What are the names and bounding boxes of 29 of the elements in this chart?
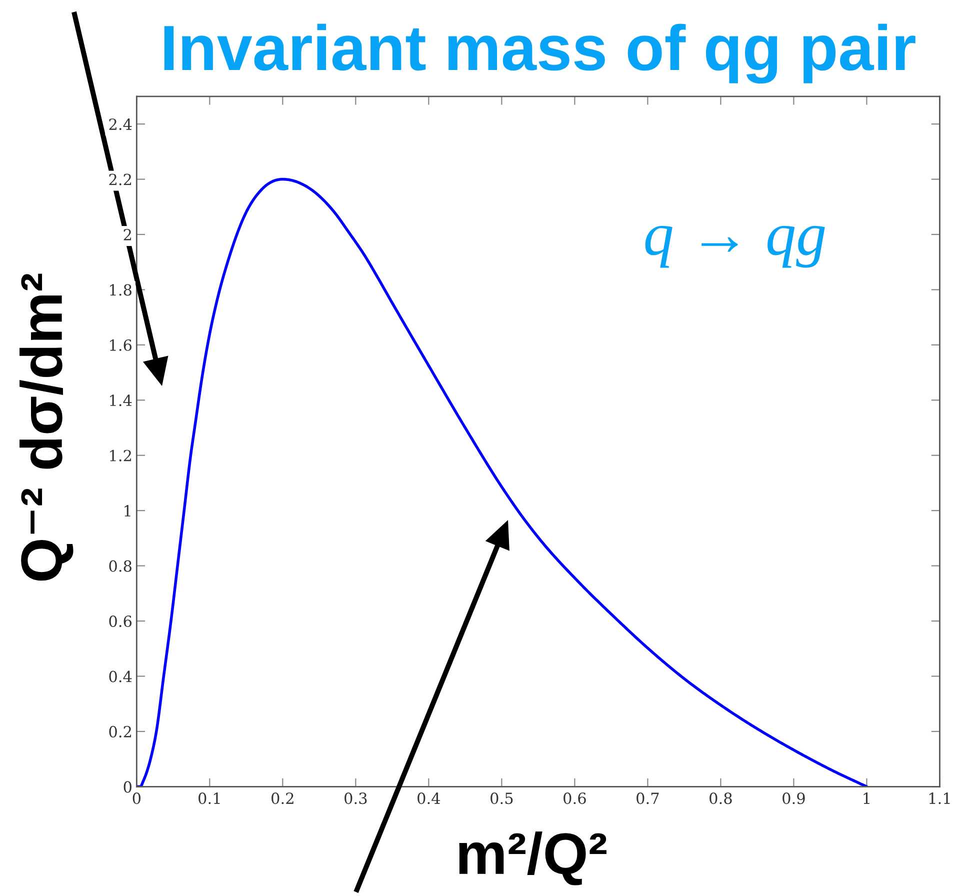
x-tick-label: 0.6 (564, 792, 586, 804)
y-tick-label: 0 (124, 781, 132, 793)
x-tick-label: 0.9 (782, 792, 805, 804)
y-tick-label: 0.6 (109, 615, 132, 628)
x-tick-label: 0.8 (710, 792, 732, 804)
annotation: q → qg (645, 226, 825, 268)
x-tick-label: 0.3 (344, 792, 367, 804)
y-tick-label: 1.6 (110, 339, 132, 351)
y-tick-label: 0.2 (109, 726, 131, 738)
y-tick-label: 1.2 (110, 450, 131, 462)
x-tick-label: 0.4 (418, 792, 440, 804)
y-tick-label: 1 (124, 505, 130, 516)
x-axis-title: m²/Q² (459, 832, 606, 886)
x-tick-label: 0.7 (636, 792, 659, 804)
chart-title: Invariant mass of qg pair (164, 24, 916, 84)
x-tick-label: 0 (132, 792, 141, 804)
y-tick-label: 1.8 (110, 284, 132, 296)
y-tick-label: 0.4 (109, 670, 132, 682)
y-tick-label: 2.2 (109, 174, 131, 186)
x-tick-label: 1.1 (929, 792, 950, 804)
x-tick-label: 0.1 (198, 792, 220, 804)
y-tick-label: 0.8 (109, 560, 132, 572)
x-tick-label: 0.5 (490, 792, 513, 804)
y-axis-title: Q⁻² dσ/dm² (20, 274, 74, 581)
y-tick-label: 1.4 (110, 394, 132, 406)
y-tick-label: 2 (124, 228, 131, 240)
x-tick-label: 1 (864, 792, 870, 804)
y-tick-label: 2.4 (109, 118, 132, 130)
x-tick-label: 0.2 (272, 792, 294, 804)
